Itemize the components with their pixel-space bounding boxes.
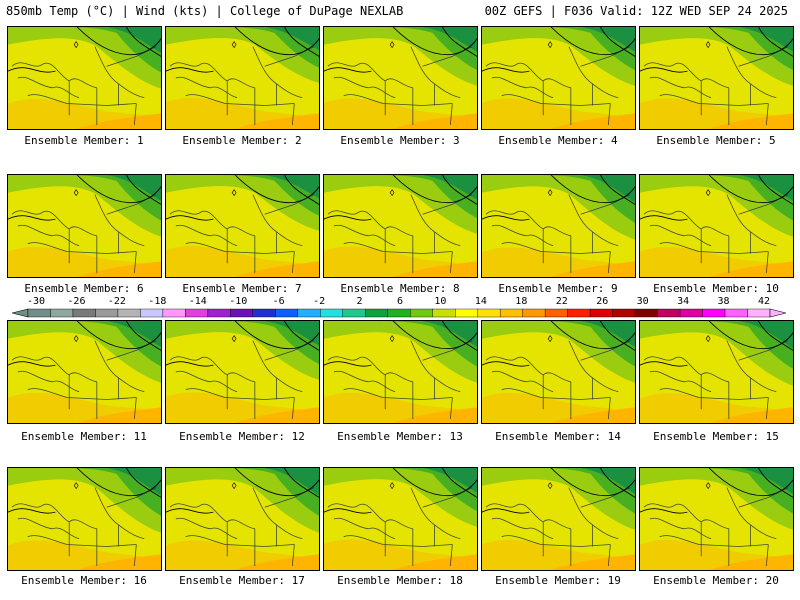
ensemble-member-map — [481, 174, 636, 278]
colorbar-swatch — [544, 308, 568, 318]
colorbar-tick-label: 42 — [757, 296, 771, 307]
colorbar-swatch — [140, 308, 164, 318]
ensemble-member-label: Ensemble Member: 20 — [653, 574, 779, 587]
colorbar-swatch — [499, 308, 523, 318]
colorbar-swatch — [432, 308, 456, 318]
ensemble-member-map — [7, 467, 162, 571]
colorbar-tick-label: -2 — [313, 296, 326, 307]
ensemble-member-label: Ensemble Member: 8 — [340, 282, 460, 295]
ensemble-member-map — [7, 174, 162, 278]
colorbar-tick-label: 22 — [555, 296, 568, 307]
ensemble-member-label: Ensemble Member: 3 — [340, 134, 460, 147]
colorbar-swatch — [747, 308, 771, 318]
colorbar-swatch — [95, 308, 119, 318]
ensemble-member-label: Ensemble Member: 10 — [653, 282, 779, 295]
ensemble-member-label: Ensemble Member: 15 — [653, 430, 779, 443]
ensemble-member-label: Ensemble Member: 19 — [495, 574, 621, 587]
colorbar-tick-label: -14 — [188, 296, 207, 307]
ensemble-member-map — [639, 174, 794, 278]
ensemble-member-label: Ensemble Member: 16 — [21, 574, 147, 587]
colorbar-tick-label: 26 — [596, 296, 609, 307]
colorbar-swatch — [50, 308, 74, 318]
ensemble-member-label: Ensemble Member: 9 — [498, 282, 618, 295]
colorbar-tick-label: -18 — [148, 296, 167, 307]
colorbar-swatch — [657, 308, 681, 318]
ensemble-member-label: Ensemble Member: 4 — [498, 134, 618, 147]
ensemble-member-map — [323, 320, 478, 424]
colorbar-swatch — [589, 308, 613, 318]
colorbar-swatch — [634, 308, 658, 318]
ensemble-member-label: Ensemble Member: 1 — [24, 134, 144, 147]
colorbar-swatch — [455, 308, 478, 318]
colorbar-swatch — [342, 308, 366, 318]
ensemble-member-map — [165, 320, 320, 424]
colorbar-tick-label: -10 — [229, 296, 248, 307]
colorbar-swatch — [162, 308, 186, 318]
ensemble-member-map — [165, 26, 320, 130]
colorbar-left-arrow — [11, 308, 29, 318]
colorbar-swatch — [297, 308, 321, 318]
ensemble-member-map — [639, 320, 794, 424]
ensemble-member-label: Ensemble Member: 5 — [656, 134, 776, 147]
colorbar-swatch — [207, 308, 231, 318]
colorbar-tick-label: -22 — [107, 296, 126, 307]
colorbar-tick-label: 2 — [356, 296, 363, 307]
colorbar-swatch — [612, 308, 636, 318]
colorbar-swatch — [72, 308, 96, 318]
colorbar-swatch — [252, 308, 276, 318]
colorbar-tick-label: 6 — [396, 296, 404, 307]
colorbar-swatch — [724, 308, 748, 318]
colorbar-swatch — [477, 308, 501, 318]
header-title-right: 00Z GEFS | F036 Valid: 12Z WED SEP 24 20… — [484, 4, 788, 18]
colorbar-swatch — [185, 308, 209, 318]
colorbar-tick-label: -26 — [67, 296, 86, 307]
ensemble-member-map — [639, 26, 794, 130]
colorbar-swatch — [679, 308, 703, 318]
colorbar-tick-label: 30 — [636, 296, 649, 307]
colorbar-swatch — [410, 308, 433, 318]
colorbar-swatch — [275, 308, 299, 318]
colorbar-tick-label: 38 — [717, 296, 730, 307]
ensemble-member-map — [481, 320, 636, 424]
ensemble-member-map — [7, 26, 162, 130]
colorbar-swatch — [27, 308, 51, 318]
ensemble-member-map — [323, 174, 478, 278]
ensemble-member-label: Ensemble Member: 14 — [495, 430, 621, 443]
colorbar-swatch — [387, 308, 411, 318]
header-title-left: 850mb Temp (°C) | Wind (kts) | College o… — [6, 4, 404, 18]
colorbar-swatch — [365, 308, 388, 318]
ensemble-member-map — [7, 320, 162, 424]
ensemble-member-label: Ensemble Member: 7 — [182, 282, 302, 295]
ensemble-member-label: Ensemble Member: 18 — [337, 574, 463, 587]
ensemble-member-map — [481, 26, 636, 130]
ensemble-member-label: Ensemble Member: 6 — [24, 282, 144, 295]
ensemble-member-label: Ensemble Member: 11 — [21, 430, 147, 443]
colorbar-swatch — [702, 308, 726, 318]
ensemble-member-map — [323, 467, 478, 571]
colorbar-right-arrow — [769, 308, 787, 318]
colorbar-swatch — [117, 308, 141, 318]
ensemble-member-label: Ensemble Member: 12 — [179, 430, 305, 443]
ensemble-member-label: Ensemble Member: 2 — [182, 134, 302, 147]
colorbar-tick-label: -6 — [272, 296, 285, 307]
ensemble-member-map — [323, 26, 478, 130]
ensemble-member-label: Ensemble Member: 13 — [337, 430, 463, 443]
colorbar-tick-label: 10 — [434, 296, 447, 307]
ensemble-member-map — [481, 467, 636, 571]
colorbar-swatch — [567, 308, 591, 318]
colorbar-tick-label: 34 — [677, 296, 690, 307]
ensemble-member-map — [165, 467, 320, 571]
colorbar-tick-label: 18 — [515, 296, 528, 307]
colorbar-swatch — [320, 308, 343, 318]
colorbar-tick-label: -30 — [26, 296, 46, 307]
colorbar-tick-label: 14 — [474, 296, 487, 307]
ensemble-member-map — [165, 174, 320, 278]
colorbar-swatch — [522, 308, 546, 318]
ensemble-member-map — [639, 467, 794, 571]
temperature-colorbar — [11, 308, 787, 318]
ensemble-member-label: Ensemble Member: 17 — [179, 574, 305, 587]
colorbar-swatch — [230, 308, 254, 318]
